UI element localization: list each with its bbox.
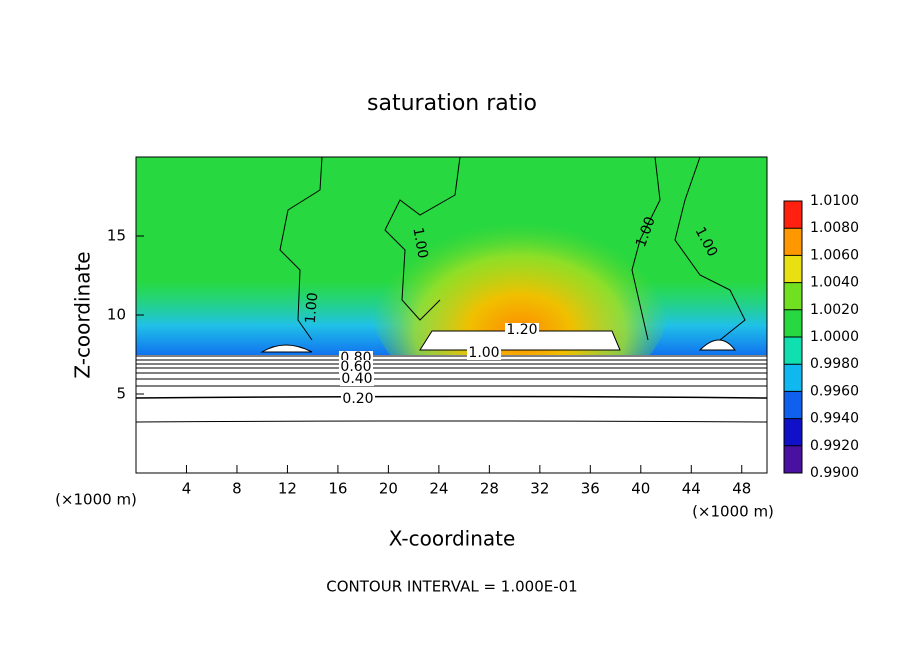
colorbar-segment — [784, 201, 802, 229]
colorbar-segment — [784, 364, 802, 392]
colorbar-segment — [784, 445, 802, 473]
y-tick-label: 10 — [107, 306, 126, 324]
x-tick-label: 8 — [232, 480, 242, 498]
contour-label: 1.00 — [409, 226, 430, 259]
colorbar-tick-label: 1.0060 — [810, 247, 859, 263]
colorbar-segment — [784, 255, 802, 283]
x-tick-label: 44 — [682, 480, 701, 498]
x-tick-label: 28 — [480, 480, 499, 498]
contour-line — [698, 339, 737, 351]
colorbar-tick-label: 0.9980 — [810, 356, 859, 372]
contour-label-background — [341, 392, 375, 406]
y-unit-label: (×1000 m) — [55, 491, 137, 509]
colorbar-frame — [783, 200, 803, 474]
colorbar-segment — [784, 418, 802, 446]
colorbar-segment — [784, 282, 802, 310]
y-tick-label: 5 — [116, 385, 126, 403]
contour-label: 1.20 — [506, 322, 537, 338]
chart-title: saturation ratio — [367, 91, 537, 116]
contour-line — [419, 330, 621, 351]
colorbar-tick-label: 0.9900 — [810, 465, 859, 481]
x-tick-label: 48 — [732, 480, 751, 498]
contour-label: 0.60 — [340, 359, 371, 375]
x-tick-label: 12 — [278, 480, 297, 498]
x-tick-label: 24 — [429, 480, 448, 498]
colorbar-tick-label: 1.0100 — [810, 193, 859, 209]
x-axis-label: X-coordinate — [389, 527, 516, 551]
contour-line — [260, 344, 313, 353]
x-tick-label: 32 — [530, 480, 549, 498]
contour-label: 0.20 — [342, 391, 373, 407]
x-unit-label: (×1000 m) — [692, 503, 774, 521]
contour-label-background — [339, 360, 373, 374]
y-tick-label: 15 — [107, 227, 126, 245]
contour-label: 1.00 — [303, 292, 322, 324]
colorbar-segment — [784, 337, 802, 365]
colorbar-tick-label: 0.9940 — [810, 411, 859, 427]
colorbar-segment — [784, 309, 802, 337]
contour-label: 1.00 — [468, 345, 499, 361]
colorbar-tick-label: 1.0080 — [810, 220, 859, 236]
colorbar-tick-label: 1.0000 — [810, 329, 859, 345]
contour-label: 0.40 — [341, 371, 372, 387]
colorbar-tick-label: 0.9960 — [810, 383, 859, 399]
footer: CONTOUR INTERVAL = 1.000E-01 — [326, 578, 577, 596]
contour-label-background — [467, 346, 501, 360]
colorbar-segment — [784, 391, 802, 419]
colorbar-tick-label: 1.0040 — [810, 275, 859, 291]
contour-label-background — [505, 323, 539, 337]
contour-label-background — [340, 372, 374, 386]
colorbar-tick-label: 1.0020 — [810, 302, 859, 318]
x-tick-label: 40 — [631, 480, 650, 498]
colorbar-segment — [784, 228, 802, 256]
x-tick-label: 36 — [581, 480, 600, 498]
x-tick-label: 16 — [328, 480, 347, 498]
x-tick-label: 4 — [182, 480, 192, 498]
contour-field — [136, 157, 767, 473]
contour-lines — [136, 157, 767, 423]
y-axis-label: Z-coordinate — [71, 251, 95, 378]
x-tick-label: 20 — [379, 480, 398, 498]
colorbar-tick-label: 0.9920 — [810, 438, 859, 454]
field-lower-region — [136, 355, 767, 473]
